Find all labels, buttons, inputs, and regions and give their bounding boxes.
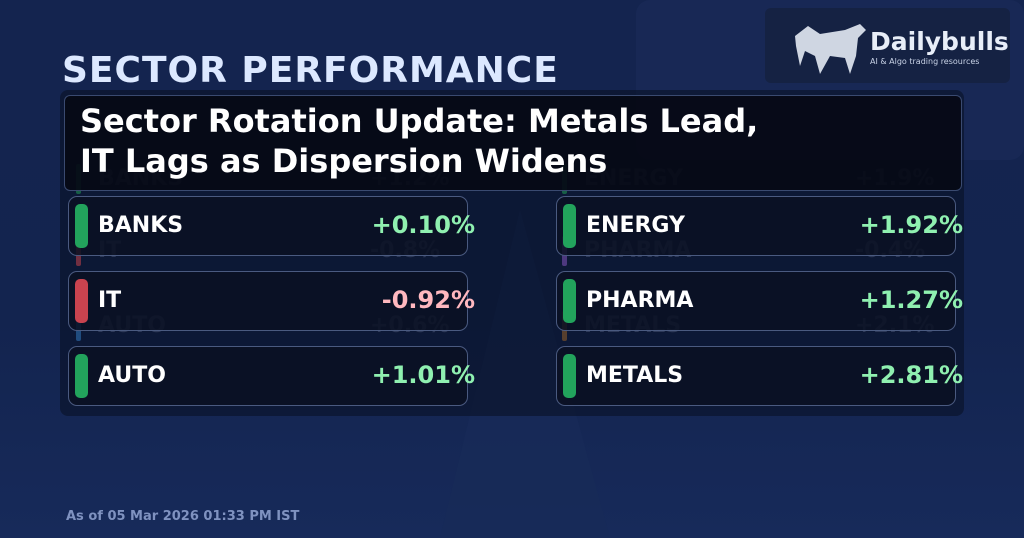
sector-change: -0.92% (381, 286, 475, 314)
accent-bar (563, 279, 576, 323)
sector-card: BANKS +0.10% (68, 196, 475, 256)
accent-bar (75, 279, 88, 323)
sector-card: ENERGY +1.92% (556, 196, 963, 256)
accent-bar (75, 204, 88, 248)
bull-icon (795, 24, 866, 74)
sector-name: AUTO (98, 363, 166, 388)
sector-name: PHARMA (586, 288, 694, 313)
accent-bar (563, 204, 576, 248)
sector-change: +1.01% (371, 361, 475, 389)
sector-change: +2.81% (859, 361, 963, 389)
sector-name: BANKS (98, 213, 184, 238)
headline-line: Sector Rotation Update: Metals Lead, (80, 102, 759, 140)
accent-bar (563, 354, 576, 398)
sector-change: +0.10% (371, 211, 475, 239)
logo-box (765, 8, 1010, 83)
page-title: SECTOR PERFORMANCE (62, 50, 559, 91)
sector-card: IT -0.92% (68, 271, 475, 331)
brand-name: Dailybulls (870, 27, 1009, 56)
sector-name: IT (98, 288, 122, 313)
sector-name: METALS (586, 363, 684, 388)
sector-change: +1.27% (859, 286, 963, 314)
sector-card: AUTO +1.01% (68, 346, 475, 406)
sector-card: PHARMA +1.27% (556, 271, 963, 331)
timestamp: As of 05 Mar 2026 01:33 PM IST (66, 509, 300, 524)
accent-bar (75, 354, 88, 398)
headline-box: Sector Rotation Update: Metals Lead, IT … (64, 95, 962, 191)
sector-change: +1.92% (859, 211, 963, 239)
sector-card: METALS +2.81% (556, 346, 963, 406)
sector-name: ENERGY (586, 213, 685, 238)
brand-tagline: AI & Algo trading resources (870, 57, 980, 66)
headline-line: IT Lags as Dispersion Widens (80, 142, 608, 180)
